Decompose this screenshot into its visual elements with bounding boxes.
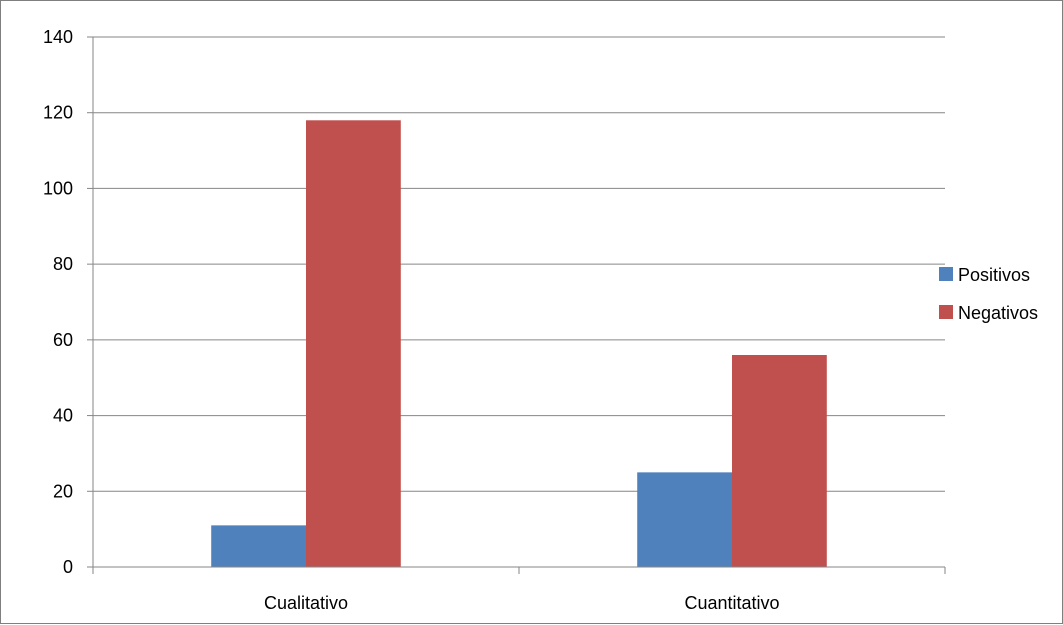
y-tick-label: 60 — [53, 330, 73, 350]
y-tick-labels: 0 20 40 60 80 100 120 140 — [43, 27, 73, 577]
legend-swatch-negativos — [939, 305, 953, 319]
y-tick-label: 20 — [53, 481, 73, 501]
bars — [211, 120, 827, 568]
bar-positivos-cuantitativo — [637, 472, 732, 567]
x-tick-label: Cuantitativo — [684, 593, 779, 613]
legend-swatch-positivos — [939, 267, 953, 281]
legend: Positivos Negativos — [939, 265, 1038, 323]
bar-negativos-cualitativo — [306, 120, 401, 568]
y-tick-label: 100 — [43, 178, 73, 198]
gridlines — [93, 36, 945, 492]
x-tick-label: Cualitativo — [264, 593, 348, 613]
x-tick-labels: Cualitativo Cuantitativo — [264, 593, 780, 613]
axes — [87, 36, 946, 574]
y-tick-label: 0 — [63, 557, 73, 577]
bar-negativos-cuantitativo — [732, 355, 827, 567]
y-tick-label: 80 — [53, 254, 73, 274]
legend-label-positivos: Positivos — [958, 265, 1030, 285]
y-tick-label: 40 — [53, 406, 73, 426]
y-tick-label: 140 — [43, 27, 73, 47]
y-tick-label: 120 — [43, 103, 73, 123]
bar-positivos-cualitativo — [211, 525, 306, 567]
legend-label-negativos: Negativos — [958, 303, 1038, 323]
